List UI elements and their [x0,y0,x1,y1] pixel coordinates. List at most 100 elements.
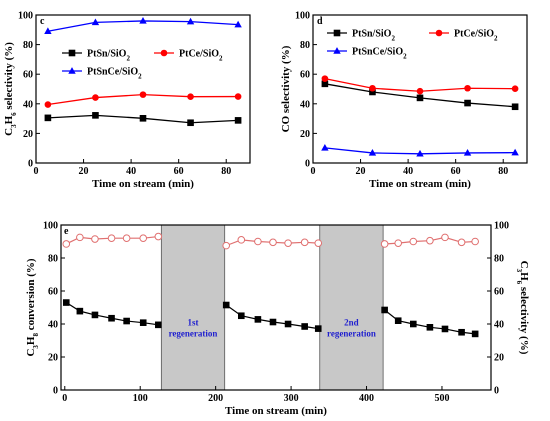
data-point [471,237,479,246]
regeneration-region [160,224,226,391]
data-point [314,325,322,332]
data-point [123,317,130,325]
legend-marker [333,47,341,54]
panel-letter: e [64,226,69,237]
y-right-tick-label: 100 [494,221,509,232]
legend-label: PtSn/SiO2 [352,29,395,43]
x-tick-label: 500 [434,393,449,404]
x-tick-label: 20 [79,166,89,177]
y-tick-label: 100 [295,11,310,22]
data-point [139,234,148,242]
data-point [511,85,519,93]
data-point [237,236,246,244]
data-point [301,323,308,330]
legend-label: PtCe/SiO2 [179,49,223,63]
x-tick-label: 20 [356,166,366,177]
x-tick-label: 300 [284,393,299,404]
legend-label: PtSn/SiO2 [87,49,130,63]
data-point [457,238,466,247]
data-point [222,301,230,309]
data-point [108,314,115,322]
data-point [139,91,147,98]
y-tick-label: 80 [48,254,58,265]
data-point [284,320,292,328]
x-tick-label: 40 [126,166,136,177]
data-point [154,232,163,241]
data-point [441,233,449,242]
y-tick-label: 60 [300,70,310,81]
y-tick-label: 40 [300,99,310,110]
data-point [187,93,194,100]
x-tick-label: 60 [451,166,461,177]
legend-marker [68,49,76,57]
y-tick-label: 0 [28,159,33,170]
data-point [321,75,329,82]
data-point [409,320,417,328]
y-tick-label: 60 [48,287,58,298]
data-point [44,114,52,122]
data-point [284,239,292,247]
data-point [76,233,84,242]
data-point [44,27,52,34]
data-point [464,84,471,92]
x-axis-title: Time on stream (min) [92,178,194,190]
data-point [471,330,479,338]
y-axis-title: C3H8 conversion (%) [25,258,40,356]
data-point [369,84,376,92]
plot-frame [312,14,528,164]
y-tick-label: 80 [300,40,310,51]
data-point [416,149,424,157]
regeneration-region [319,224,384,391]
data-point [416,94,424,102]
data-point [426,324,434,331]
data-point [254,316,262,323]
series-PtSn/SiO2 [321,80,519,111]
series-PtSnCe/SiO2 [321,144,519,157]
x-axis-title: Time on stream (min) [369,178,471,190]
data-point [321,80,329,88]
y-right-axis-title: C3H6 selectivity (%) [515,261,530,355]
data-point [44,101,52,108]
series-PtCe/SiO2 [44,91,242,108]
data-point [139,115,147,122]
data-point [92,94,99,101]
data-point [62,240,71,248]
legend-label: PtSnCe/SiO2 [352,47,407,61]
y-tick-label: 0 [53,386,58,397]
x-tick-label: 60 [174,166,184,177]
data-point [139,17,147,24]
data-point [91,311,99,319]
y-tick-label: 100 [18,11,33,22]
data-point [254,237,262,246]
data-point [458,328,465,336]
plot-frame [35,14,251,164]
data-point [409,237,418,246]
data-point [234,93,242,100]
data-point [314,239,323,247]
x-tick-label: 200 [208,393,223,404]
x-tick-label: 80 [498,166,508,177]
x-tick-label: 100 [133,393,148,404]
data-point [394,239,403,247]
data-point [76,307,84,315]
y-axis-title: CO selectivity (%) [280,45,292,132]
data-point [269,318,277,326]
regeneration-label: 2nd regeneration [327,318,376,339]
data-point [237,312,245,320]
series-C3H6 selectivity [62,232,479,250]
legend-label: PtCe/SiO2 [454,29,498,43]
y-right-tick-label: 80 [494,254,504,265]
legend-marker [160,49,168,57]
data-point [441,325,449,333]
y-tick-label: 20 [300,129,310,140]
series-PtSn/SiO2 [44,112,242,127]
y-tick-label: 40 [48,320,58,331]
panel-letter: d [317,16,323,27]
data-point [155,321,162,329]
legend-marker [435,29,443,37]
data-point [107,234,116,242]
data-point [122,234,131,242]
data-point [187,119,194,127]
data-point [91,18,100,26]
y-tick-label: 80 [23,40,33,51]
